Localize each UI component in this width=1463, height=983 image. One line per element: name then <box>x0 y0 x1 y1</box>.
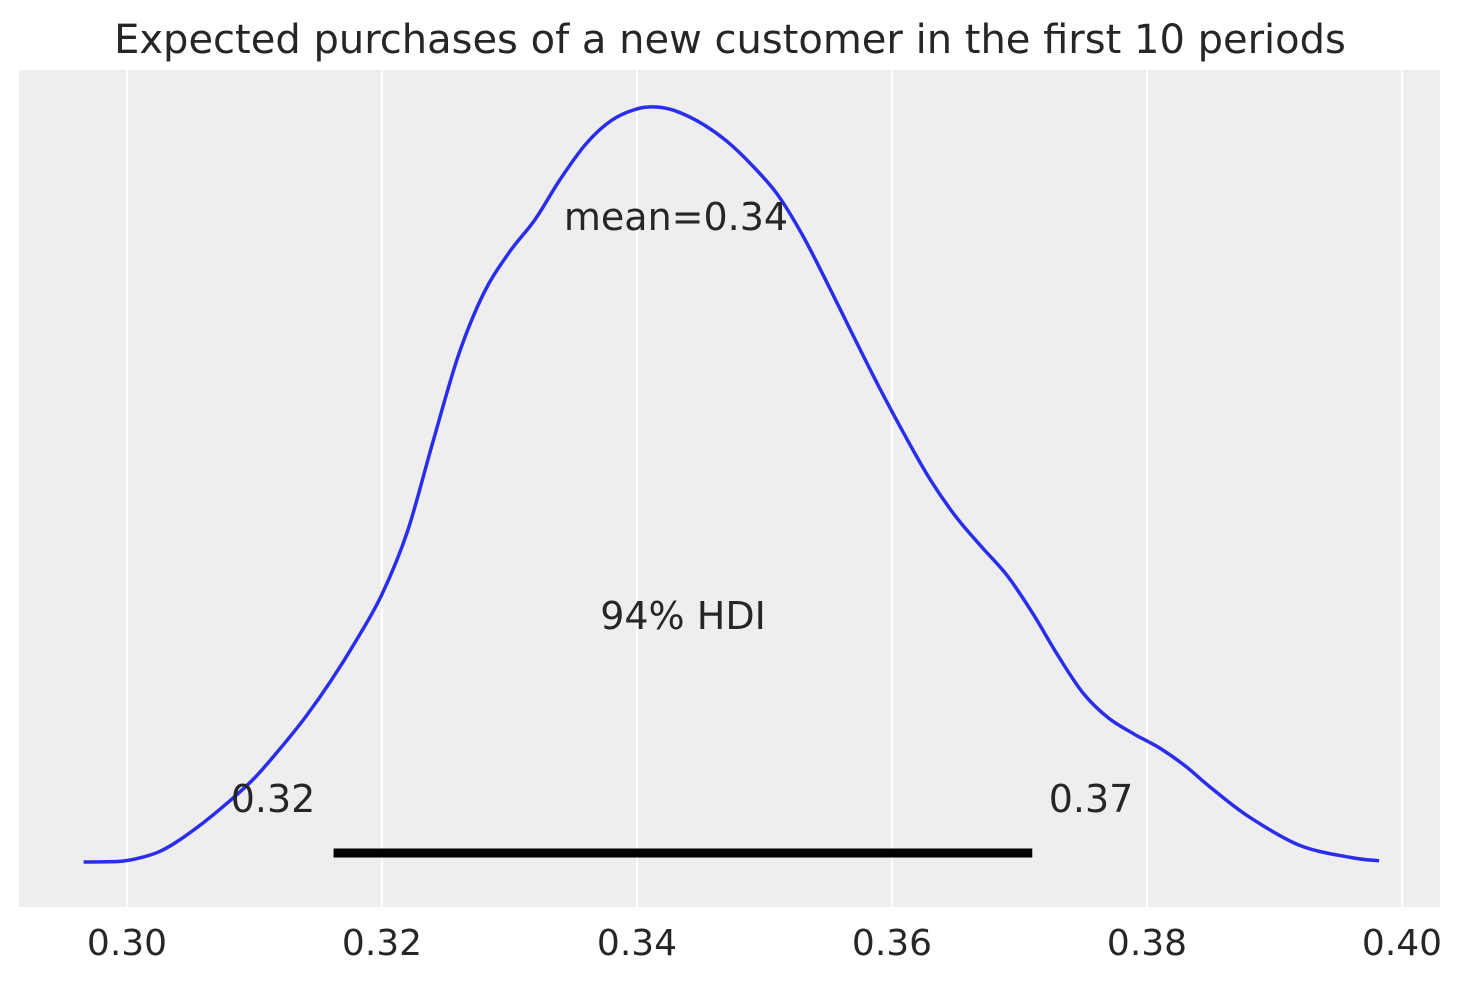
density-curve <box>83 105 1380 864</box>
plot-background <box>19 70 1440 907</box>
hdi-label: 94% HDI <box>600 594 766 638</box>
chart-title: Expected purchases of a new customer in … <box>114 17 1346 63</box>
hdi-low-label: 0.32 <box>231 777 316 821</box>
x-tick-label: 0.30 <box>87 923 167 964</box>
grid-lines <box>126 70 1403 907</box>
hdi-high-label: 0.37 <box>1049 777 1134 821</box>
x-tick-label: 0.32 <box>342 923 422 964</box>
x-tick-label: 0.34 <box>597 923 677 964</box>
x-tick-label: 0.38 <box>1107 923 1187 964</box>
mean-label: mean=0.34 <box>564 195 788 239</box>
x-axis-ticks: 0.30 0.32 0.34 0.36 0.38 0.40 <box>87 923 1442 964</box>
x-tick-label: 0.36 <box>852 923 932 964</box>
x-tick-label: 0.40 <box>1362 923 1442 964</box>
